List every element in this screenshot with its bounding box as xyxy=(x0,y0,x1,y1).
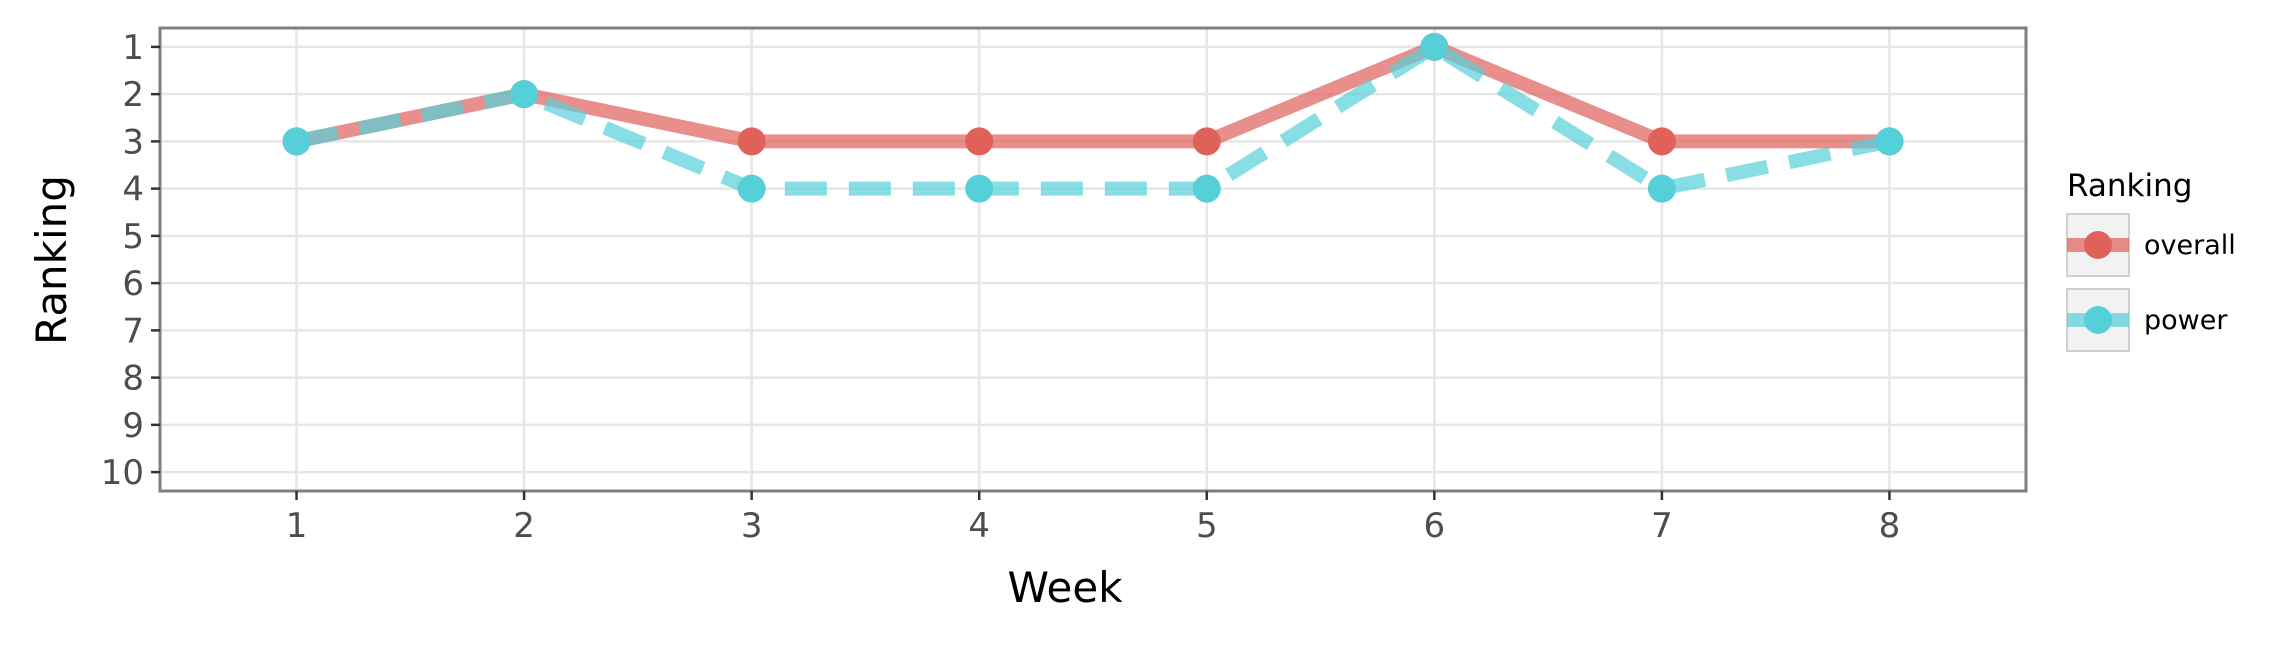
legend-key-point-power xyxy=(2084,306,2112,334)
y-tick-label: 5 xyxy=(122,217,144,257)
data-point-overall xyxy=(1192,127,1221,156)
y-tick-label: 3 xyxy=(122,122,144,162)
data-point-power xyxy=(282,127,311,156)
data-point-overall xyxy=(737,127,766,156)
legend-items: overall power xyxy=(2066,213,2236,352)
legend-key-point-overall xyxy=(2084,231,2112,259)
data-point-power xyxy=(1192,174,1221,203)
y-tick-label: 10 xyxy=(101,453,144,493)
data-point-power xyxy=(510,80,539,109)
x-tick-label: 2 xyxy=(513,506,535,546)
y-tick-label: 7 xyxy=(122,311,144,351)
data-point-power xyxy=(1875,127,1904,156)
series-line-overall xyxy=(295,39,1890,149)
y-tick-label: 2 xyxy=(122,75,144,115)
series-layer xyxy=(282,32,1904,203)
y-tick-label: 8 xyxy=(122,359,144,399)
x-axis-label: Week xyxy=(1007,563,1123,612)
x-tick-label: 7 xyxy=(1651,506,1673,546)
y-tick-label: 9 xyxy=(122,406,144,446)
series-line-power xyxy=(295,39,1891,196)
y-tick-label: 6 xyxy=(122,264,144,304)
legend: Ranking overall power xyxy=(2066,168,2236,352)
legend-label-overall: overall xyxy=(2144,230,2236,261)
x-tick-label: 5 xyxy=(1196,506,1218,546)
x-tick-label: 6 xyxy=(1424,506,1446,546)
axes: 1 2 3 4 5 6 7 8 1 2 3 4 5 6 7 8 9 10 xyxy=(101,28,1901,546)
data-point-overall xyxy=(1647,127,1676,156)
data-point-power xyxy=(965,174,994,203)
data-point-power xyxy=(1647,174,1676,203)
legend-label-power: power xyxy=(2144,305,2228,336)
x-tick-label: 3 xyxy=(741,506,763,546)
data-point-power xyxy=(1420,32,1449,61)
y-axis-label: Ranking xyxy=(27,175,76,345)
y-tick-label: 4 xyxy=(122,170,144,210)
legend-title: Ranking xyxy=(2067,168,2192,204)
x-tick-label: 8 xyxy=(1879,506,1901,546)
plot-area xyxy=(160,28,2026,491)
plot-border xyxy=(158,26,2028,493)
data-point-power xyxy=(737,174,766,203)
x-tick-label: 4 xyxy=(968,506,990,546)
data-point-overall xyxy=(965,127,994,156)
y-tick-label: 1 xyxy=(122,28,144,68)
x-tick-label: 1 xyxy=(286,506,308,546)
